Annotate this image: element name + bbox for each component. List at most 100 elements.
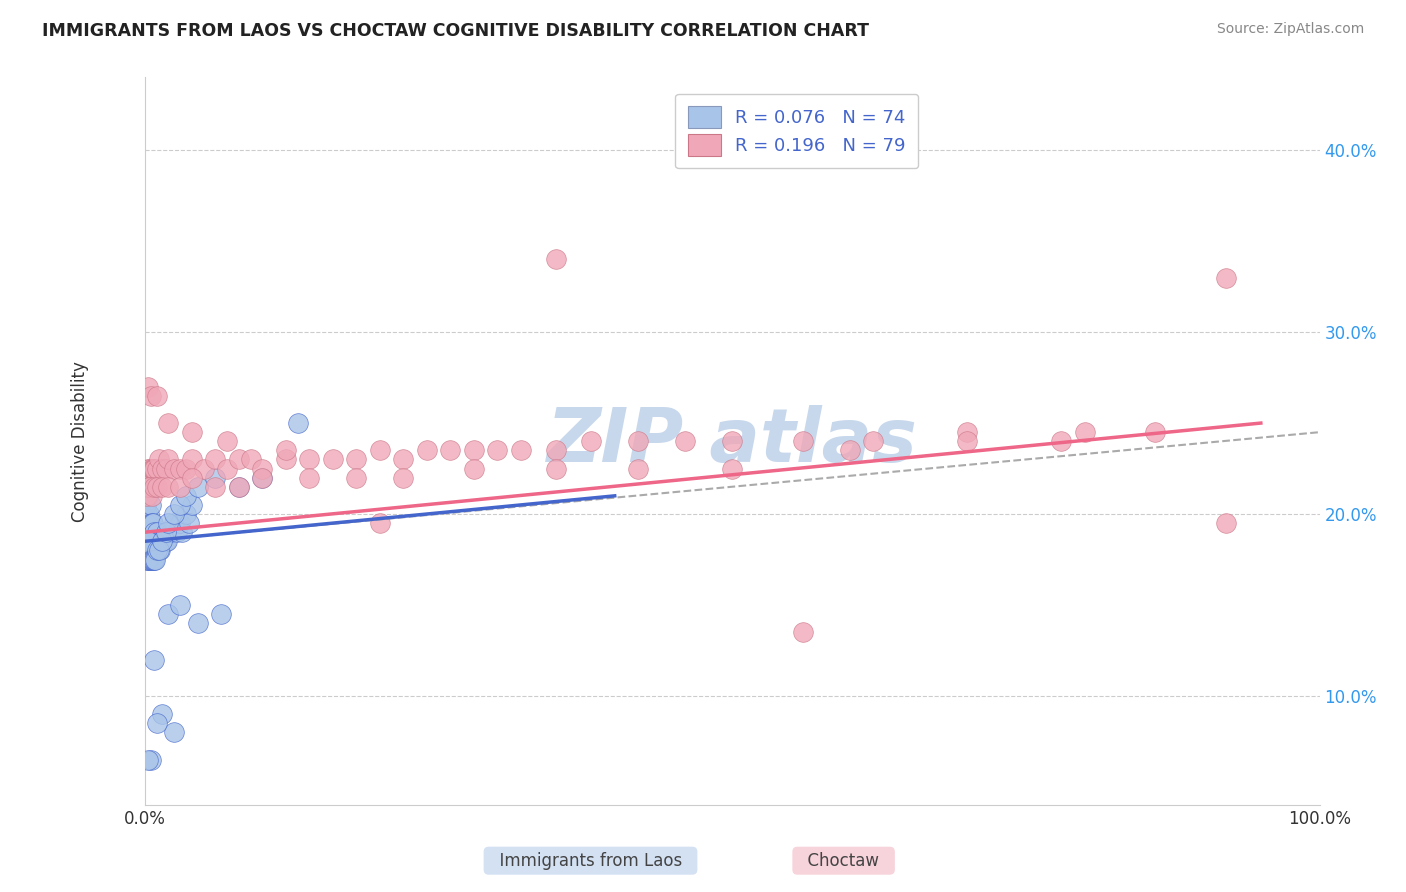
Point [136, 489, 159, 503]
Point [139, 534, 162, 549]
Point [141, 489, 163, 503]
Point [163, 516, 186, 530]
Point [136, 380, 159, 394]
Point [139, 753, 162, 767]
Point [163, 461, 186, 475]
Point [274, 443, 297, 458]
Point [146, 534, 169, 549]
Point [136, 470, 159, 484]
Y-axis label: Cognitive Disability: Cognitive Disability [72, 361, 89, 522]
Text: ZIP atlas: ZIP atlas [547, 405, 918, 478]
Text: Immigrants from Laos: Immigrants from Laos [489, 852, 692, 870]
Point [1215, 270, 1237, 285]
Point [544, 461, 567, 475]
Point [138, 525, 160, 540]
Point [172, 525, 194, 540]
Point [721, 461, 744, 475]
Point [157, 416, 180, 430]
Point [136, 534, 159, 549]
Point [392, 452, 415, 467]
Point [166, 525, 188, 540]
Point [252, 461, 274, 475]
Point [143, 552, 166, 566]
Point [228, 480, 250, 494]
Point [792, 434, 814, 449]
Point [142, 534, 165, 549]
Point [139, 516, 162, 530]
Point [142, 552, 165, 566]
Point [1050, 434, 1073, 449]
Point [155, 534, 177, 549]
Point [142, 516, 165, 530]
Point [136, 507, 159, 521]
Point [139, 498, 162, 512]
Point [141, 534, 163, 549]
Point [174, 507, 197, 521]
Point [135, 498, 157, 512]
Point [145, 543, 167, 558]
Point [145, 552, 167, 566]
Point [152, 534, 174, 549]
Point [486, 443, 509, 458]
Point [169, 516, 191, 530]
Point [143, 461, 166, 475]
Point [274, 452, 297, 467]
Point [136, 516, 159, 530]
Point [544, 252, 567, 267]
Point [136, 534, 159, 549]
Point [239, 452, 262, 467]
Point [179, 516, 201, 530]
Point [145, 461, 167, 475]
Point [141, 516, 163, 530]
Point [136, 489, 159, 503]
Point [193, 461, 215, 475]
Point [509, 443, 531, 458]
Point [792, 625, 814, 640]
Point [135, 480, 157, 494]
Point [298, 452, 321, 467]
Point [152, 534, 174, 549]
Point [169, 498, 191, 512]
Point [143, 525, 166, 540]
Point [145, 525, 167, 540]
Point [204, 452, 226, 467]
Point [174, 489, 197, 503]
Point [145, 543, 167, 558]
Point [145, 543, 167, 558]
Point [136, 552, 159, 566]
Point [157, 607, 180, 621]
Text: IMMIGRANTS FROM LAOS VS CHOCTAW COGNITIVE DISABILITY CORRELATION CHART: IMMIGRANTS FROM LAOS VS CHOCTAW COGNITIV… [42, 22, 869, 40]
Point [174, 461, 197, 475]
Point [148, 534, 170, 549]
Point [439, 443, 461, 458]
Point [145, 716, 167, 731]
Point [627, 461, 650, 475]
Point [252, 470, 274, 484]
Point [209, 607, 232, 621]
Point [155, 525, 177, 540]
Point [155, 461, 177, 475]
Point [138, 461, 160, 475]
Point [148, 452, 170, 467]
Point [287, 416, 309, 430]
Point [141, 461, 163, 475]
Point [721, 434, 744, 449]
Point [956, 425, 979, 439]
Legend: R = 0.076   N = 74, R = 0.196   N = 79: R = 0.076 N = 74, R = 0.196 N = 79 [675, 94, 918, 169]
Point [416, 443, 439, 458]
Point [1073, 425, 1095, 439]
Point [163, 725, 186, 739]
Point [544, 443, 567, 458]
Point [862, 434, 884, 449]
Point [136, 534, 159, 549]
Point [136, 552, 159, 566]
Point [156, 534, 179, 549]
Point [159, 525, 181, 540]
Point [138, 507, 160, 521]
Point [136, 461, 159, 475]
Point [169, 461, 191, 475]
Point [215, 434, 238, 449]
Point [838, 443, 860, 458]
Point [673, 434, 696, 449]
Point [157, 452, 180, 467]
